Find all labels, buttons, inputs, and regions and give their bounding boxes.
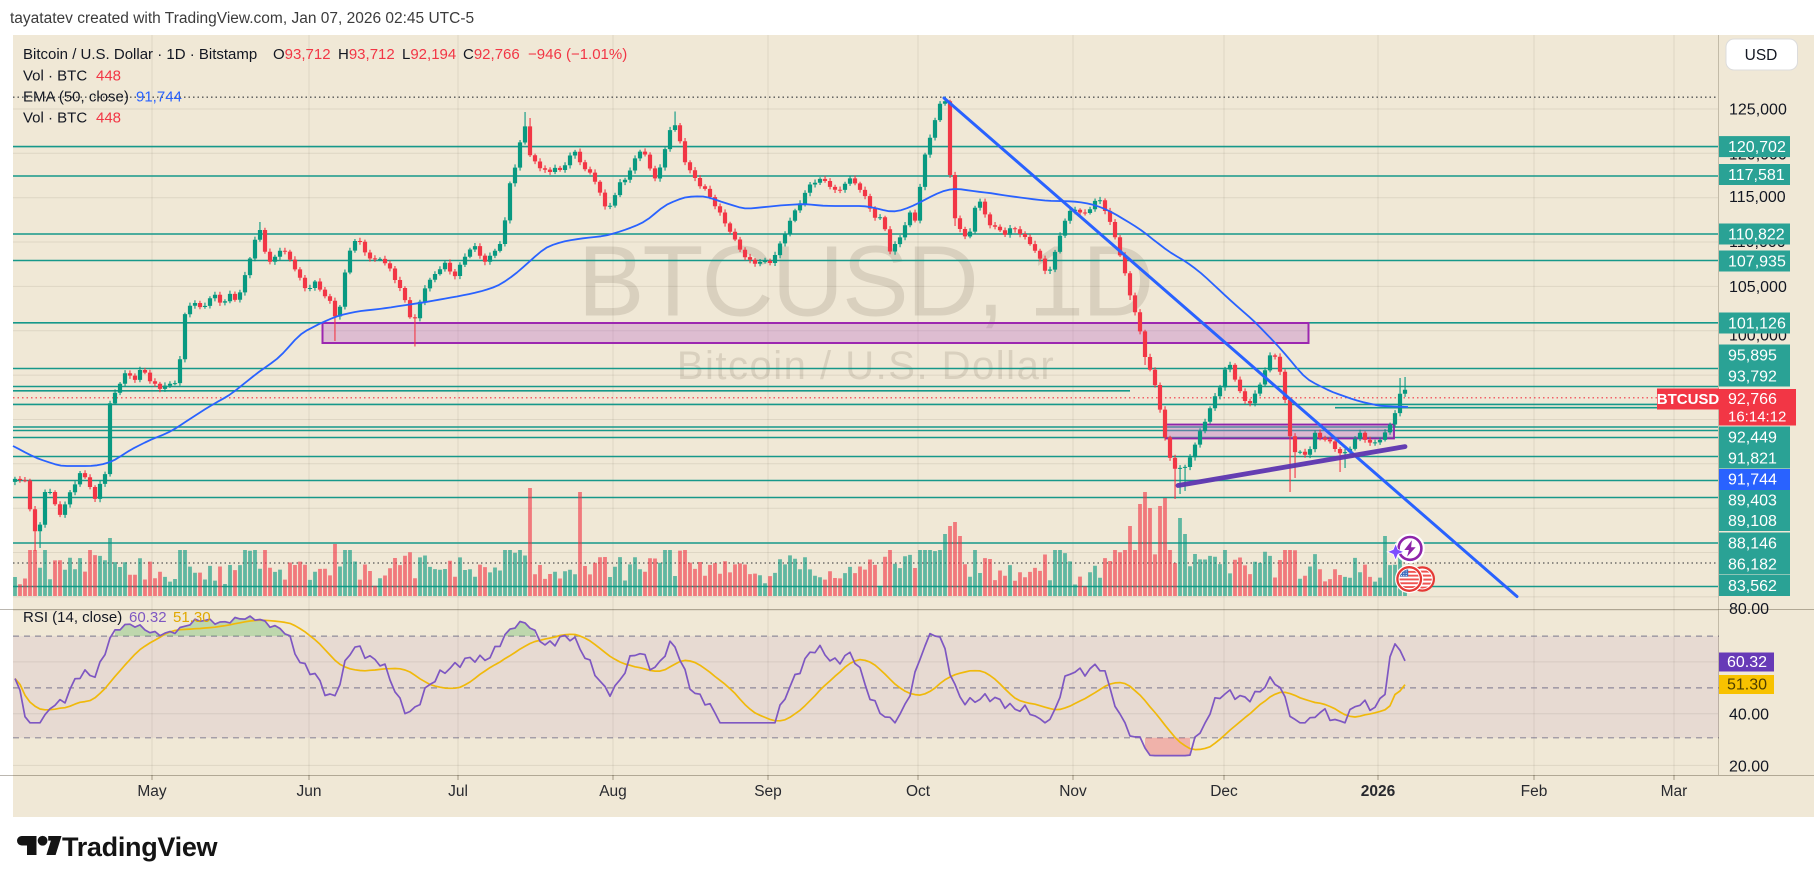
svg-text:Bitcoin / U.S. Dollar: Bitcoin / U.S. Dollar: [677, 344, 1055, 388]
svg-text:Oct: Oct: [906, 783, 931, 800]
svg-text:89,108: 89,108: [1728, 513, 1777, 530]
svg-text:88,146: 88,146: [1728, 536, 1777, 553]
svg-text:Dec: Dec: [1210, 783, 1238, 800]
svg-text:EMA (50, close)91,744: EMA (50, close) 91,744: [23, 89, 182, 106]
svg-text:Bitcoin / U.S. Dollar · 1D · B: Bitcoin / U.S. Dollar · 1D · Bitstamp O93…: [23, 46, 627, 63]
svg-text:93,792: 93,792: [1728, 369, 1777, 386]
svg-text:117,581: 117,581: [1728, 167, 1785, 184]
svg-text:89,403: 89,403: [1728, 493, 1777, 510]
svg-text:91,821: 91,821: [1728, 451, 1777, 468]
svg-text:115,000: 115,000: [1729, 189, 1786, 206]
svg-text:51.30: 51.30: [1727, 677, 1767, 694]
svg-text:20.00: 20.00: [1729, 759, 1769, 776]
svg-text:86,182: 86,182: [1728, 557, 1777, 574]
svg-text:2026: 2026: [1361, 783, 1396, 800]
svg-text:Sep: Sep: [754, 783, 782, 800]
svg-text:120,702: 120,702: [1728, 139, 1786, 156]
svg-text:Jul: Jul: [448, 783, 468, 800]
svg-text:80.00: 80.00: [1729, 601, 1769, 618]
svg-text:110,822: 110,822: [1728, 227, 1785, 244]
svg-text:83,562: 83,562: [1728, 578, 1777, 595]
svg-text:Feb: Feb: [1521, 783, 1548, 800]
svg-text:BTCUSD: BTCUSD: [1657, 391, 1720, 408]
svg-text:125,000: 125,000: [1729, 102, 1787, 119]
svg-text:60.32: 60.32: [1727, 654, 1767, 671]
svg-text:101,126: 101,126: [1728, 316, 1786, 333]
svg-text:92,449: 92,449: [1728, 430, 1777, 447]
svg-text:Mar: Mar: [1661, 783, 1688, 800]
svg-text:Nov: Nov: [1059, 783, 1087, 800]
svg-text:16:14:12: 16:14:12: [1728, 409, 1786, 426]
svg-text:91,744: 91,744: [1728, 472, 1777, 489]
svg-text:USD: USD: [1745, 47, 1778, 64]
svg-text:95,895: 95,895: [1728, 348, 1777, 365]
svg-text:BTCUSD, 1D: BTCUSD, 1D: [578, 226, 1153, 338]
svg-text:tayatatev created with Trading: tayatatev created with TradingView.com, …: [10, 10, 474, 27]
svg-text:TradingView: TradingView: [62, 832, 219, 862]
svg-text:40.00: 40.00: [1729, 707, 1769, 724]
svg-text:107,935: 107,935: [1728, 254, 1786, 271]
svg-text:105,000: 105,000: [1729, 279, 1787, 296]
svg-text:Aug: Aug: [599, 783, 627, 800]
svg-text:92,766: 92,766: [1728, 391, 1777, 408]
svg-text:Jun: Jun: [297, 783, 322, 800]
svg-text:May: May: [137, 783, 167, 800]
